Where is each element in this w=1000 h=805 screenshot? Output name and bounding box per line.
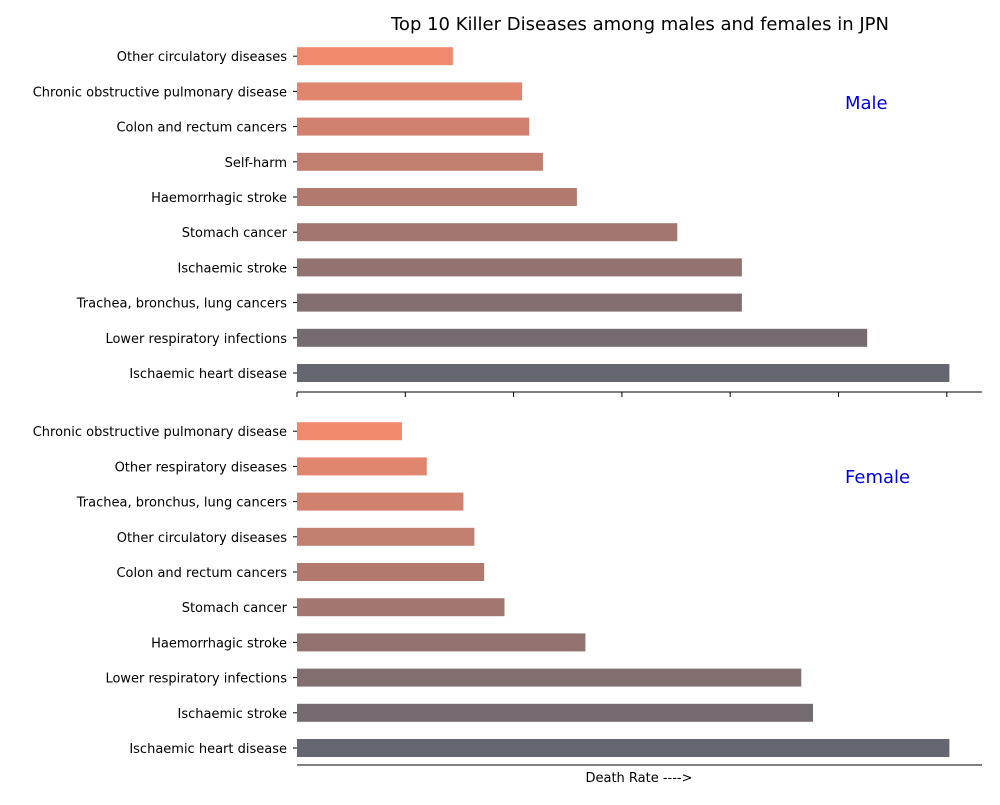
category-label-male-4: Stomach cancer bbox=[182, 226, 288, 241]
bar-male-4 bbox=[297, 223, 678, 242]
bar-male-9 bbox=[297, 47, 453, 66]
bar-female-4 bbox=[297, 598, 505, 617]
category-label-male-9: Other circulatory diseases bbox=[117, 50, 287, 65]
category-label-male-1: Lower respiratory infections bbox=[105, 332, 287, 347]
category-label-female-0: Ischaemic heart disease bbox=[129, 742, 287, 757]
bar-male-6 bbox=[297, 152, 543, 171]
bar-female-2 bbox=[297, 668, 802, 687]
category-label-male-8: Chronic obstructive pulmonary disease bbox=[33, 85, 287, 100]
panel-label-female: Female bbox=[845, 467, 910, 488]
category-label-female-1: Ischaemic stroke bbox=[178, 707, 287, 722]
category-label-female-2: Lower respiratory infections bbox=[105, 672, 287, 687]
bar-male-3 bbox=[297, 258, 742, 277]
bar-male-5 bbox=[297, 188, 577, 206]
chart-title: Top 10 Killer Diseases among males and f… bbox=[390, 14, 889, 35]
category-label-male-2: Trachea, bronchus, lung cancers bbox=[76, 297, 287, 312]
panel-label-male: Male bbox=[845, 93, 888, 114]
category-label-female-7: Trachea, bronchus, lung cancers bbox=[76, 496, 287, 511]
category-label-female-8: Other respiratory diseases bbox=[115, 460, 288, 475]
bar-male-0 bbox=[297, 364, 950, 382]
bar-male-8 bbox=[297, 82, 523, 101]
category-label-female-5: Colon and rectum cancers bbox=[116, 566, 287, 581]
category-label-female-4: Stomach cancer bbox=[182, 601, 288, 616]
category-label-female-3: Haemorrhagic stroke bbox=[151, 636, 287, 651]
bar-female-3 bbox=[297, 633, 586, 652]
bar-female-8 bbox=[297, 457, 427, 476]
x-axis-label: Death Rate ----> bbox=[585, 771, 692, 786]
category-label-male-0: Ischaemic heart disease bbox=[129, 367, 287, 382]
category-label-female-6: Other circulatory diseases bbox=[117, 531, 287, 546]
category-label-female-9: Chronic obstructive pulmonary disease bbox=[33, 425, 287, 440]
panel-male: Ischaemic heart disease Lower respiratory… bbox=[33, 47, 982, 397]
bar-female-6 bbox=[297, 527, 475, 546]
category-label-male-3: Ischaemic stroke bbox=[178, 261, 287, 276]
bar-female-0 bbox=[297, 739, 950, 757]
bar-female-5 bbox=[297, 563, 485, 581]
bar-female-1 bbox=[297, 703, 813, 722]
bar-female-9 bbox=[297, 422, 402, 441]
category-label-male-7: Colon and rectum cancers bbox=[116, 121, 287, 136]
bar-male-7 bbox=[297, 117, 530, 136]
bar-male-1 bbox=[297, 328, 868, 347]
panel-female: Ischaemic heart disease Ischaemic stroke L… bbox=[33, 422, 982, 766]
category-label-male-5: Haemorrhagic stroke bbox=[151, 191, 287, 206]
bar-male-2 bbox=[297, 293, 742, 312]
bar-female-7 bbox=[297, 492, 464, 511]
category-label-male-6: Self-harm bbox=[225, 156, 287, 171]
